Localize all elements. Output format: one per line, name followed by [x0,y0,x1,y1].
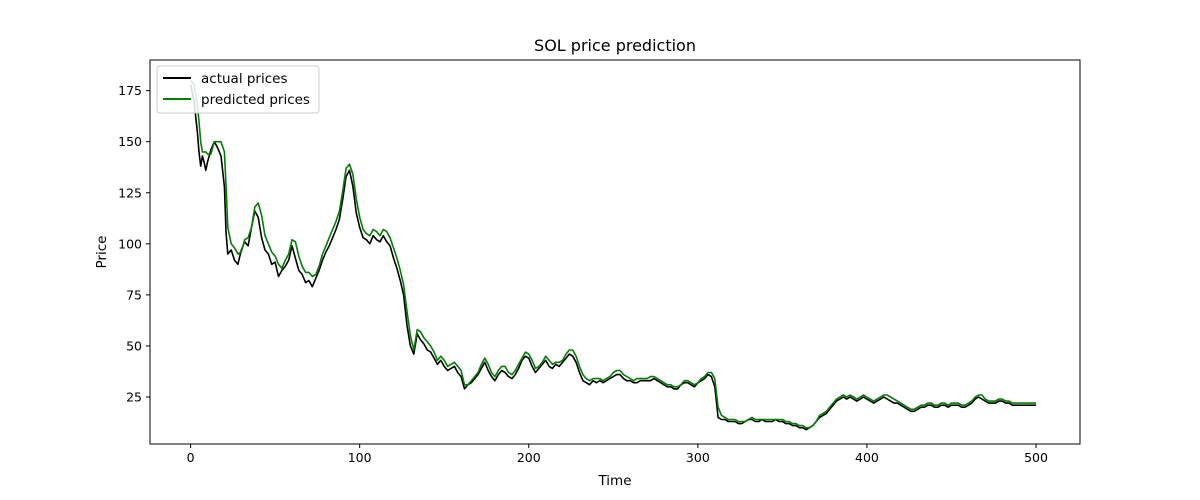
x-tick-label: 200 [517,450,541,465]
series-layer [189,79,1036,431]
series-line-actual [189,84,1036,431]
y-tick-label: 75 [126,287,142,302]
x-tick-label: 100 [348,450,372,465]
legend-box [156,65,320,114]
y-axis-label: Price [94,236,110,269]
x-tick-label: 500 [1024,450,1048,465]
legend-label-predicted: predicted prices [201,92,310,108]
y-tick-label: 100 [118,236,142,251]
x-axis-label: Time [597,473,631,489]
series-line-predicted [189,79,1036,429]
legend-label-actual: actual prices [201,71,288,87]
y-tick-label: 25 [126,390,142,405]
legend: actual prices predicted prices [156,65,320,114]
chart-title: SOL price prediction [534,36,696,55]
x-axis-ticks: 0 100 200 300 400 500 [187,444,1048,465]
x-tick-label: 400 [855,450,879,465]
x-tick-label: 0 [187,450,195,465]
y-tick-label: 175 [118,83,142,98]
y-tick-label: 50 [126,338,142,353]
y-axis-ticks: 25 50 75 100 125 150 175 [118,83,150,405]
y-tick-label: 125 [118,185,142,200]
x-tick-label: 300 [686,450,710,465]
y-tick-label: 150 [118,134,142,149]
plot-frame [149,59,1081,445]
